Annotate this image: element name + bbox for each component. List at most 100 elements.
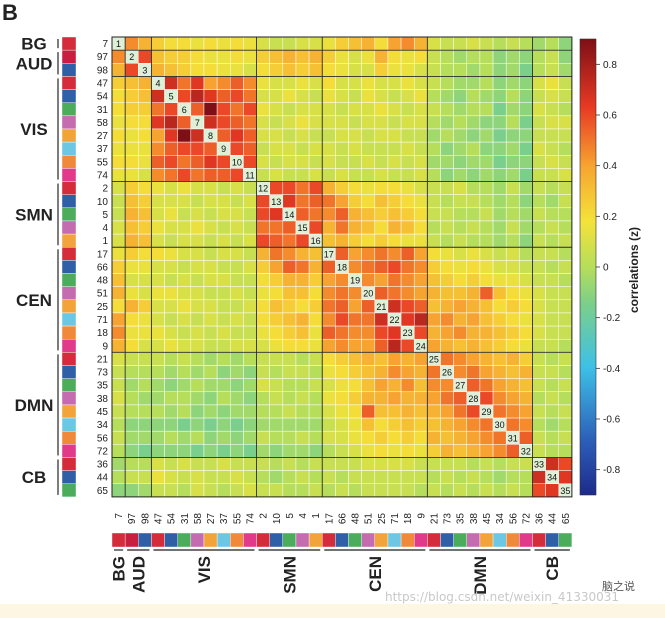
matrix-cell: [216, 430, 231, 445]
matrix-cell: [111, 76, 126, 90]
matrix-cell: [532, 220, 546, 235]
row-label: 48: [97, 276, 109, 287]
matrix-cell: [348, 246, 362, 261]
matrix-cell: [190, 444, 205, 458]
matrix-cell: [216, 286, 231, 301]
matrix-cell: [308, 76, 323, 90]
matrix-cell: [374, 102, 389, 117]
matrix-cell: [361, 89, 376, 103]
matrix-cell: [374, 207, 389, 222]
matrix-cell: [400, 483, 415, 498]
matrix-cell: [190, 168, 205, 182]
matrix-cell: [453, 207, 468, 222]
matrix-cell: [492, 365, 507, 379]
matrix-cell: [492, 155, 507, 169]
matrix-cell: [453, 286, 468, 301]
component-color-swatch: [427, 532, 441, 548]
matrix-cell: [348, 444, 362, 458]
matrix-cell: [466, 312, 481, 327]
matrix-cell: [138, 102, 152, 117]
matrix-cell: [216, 444, 231, 458]
matrix-cell: [387, 220, 402, 235]
matrix-cell: [216, 220, 231, 235]
matrix-cell: [321, 273, 336, 287]
diagonal-label: 17: [324, 249, 334, 259]
matrix-cell: [505, 404, 520, 419]
matrix-cell: [256, 168, 270, 182]
component-color-swatch: [61, 207, 77, 222]
colorbar: correlations (z) 0.8 0.6 0.4 0.2 0 -0.2 -0.4 -0…: [579, 38, 641, 496]
matrix-cell: [111, 299, 126, 314]
matrix-cell: [256, 207, 270, 222]
matrix-cell: [138, 246, 152, 261]
matrix-cell: [505, 260, 520, 274]
matrix-cell: [545, 63, 560, 77]
matrix-cell: [413, 36, 428, 51]
matrix-cell: [558, 391, 573, 406]
matrix-cell: [282, 128, 297, 143]
matrix-cell: [295, 352, 310, 366]
group-label-bottom: CEN: [366, 556, 385, 592]
matrix-cell: [400, 444, 415, 458]
component-color-swatch: [61, 220, 77, 235]
colorbar-tick-label: -0.4: [603, 364, 621, 375]
component-color-swatch: [61, 260, 77, 274]
matrix-cell: [308, 102, 323, 117]
matrix-cell: [295, 444, 310, 458]
matrix-cell: [519, 168, 533, 182]
matrix-cell: [479, 365, 494, 379]
matrix-cell: [545, 260, 560, 274]
matrix-cell: [230, 444, 244, 458]
row-label: 65: [97, 486, 109, 497]
group-label-left: CEN: [16, 291, 52, 310]
matrix-cell: [124, 168, 139, 182]
matrix-cell: [256, 36, 270, 51]
matrix-cell: [558, 36, 573, 51]
matrix-cell: [413, 417, 428, 432]
matrix-cell: [492, 352, 507, 366]
matrix-cell: [558, 365, 573, 379]
matrix-cell: [335, 312, 349, 327]
matrix-cell: [545, 404, 560, 419]
matrix-cell: [111, 233, 126, 248]
matrix-cell: [361, 233, 376, 248]
matrix-cell: [151, 115, 165, 130]
matrix-cell: [374, 430, 389, 445]
matrix-cell: [558, 102, 573, 117]
matrix-cell: [308, 36, 323, 51]
matrix-cell: [269, 391, 284, 406]
matrix-cell: [545, 286, 560, 301]
matrix-cell: [387, 207, 402, 222]
matrix-cell: [558, 260, 573, 274]
matrix-cell: [361, 36, 376, 51]
matrix-cell: [545, 338, 560, 353]
matrix-cell: [190, 194, 205, 209]
matrix-cell: [243, 115, 257, 130]
matrix-cell: [138, 338, 152, 353]
matrix-cell: [374, 483, 389, 498]
column-label: 7: [114, 513, 125, 519]
matrix-cell: [230, 36, 244, 51]
matrix-cell: [243, 378, 257, 393]
matrix-cell: [505, 273, 520, 287]
matrix-cell: [124, 299, 139, 314]
matrix-cell: [427, 325, 441, 340]
matrix-cell: [256, 194, 270, 209]
matrix-cell: [505, 194, 520, 209]
matrix-cell: [532, 207, 546, 222]
matrix-cell: [387, 36, 402, 51]
matrix-cell: [124, 325, 139, 340]
matrix-cell: [321, 76, 336, 90]
matrix-cell: [545, 365, 560, 379]
matrix-cell: [151, 102, 165, 117]
component-color-swatch: [519, 532, 533, 548]
matrix-cell: [519, 338, 533, 353]
matrix-cell: [282, 260, 297, 274]
matrix-cell: [203, 391, 218, 406]
matrix-cell: [387, 63, 402, 77]
column-label: 35: [456, 513, 467, 525]
matrix-cell: [164, 352, 178, 366]
diagonal-label: 16: [311, 236, 321, 246]
matrix-cell: [269, 207, 284, 222]
